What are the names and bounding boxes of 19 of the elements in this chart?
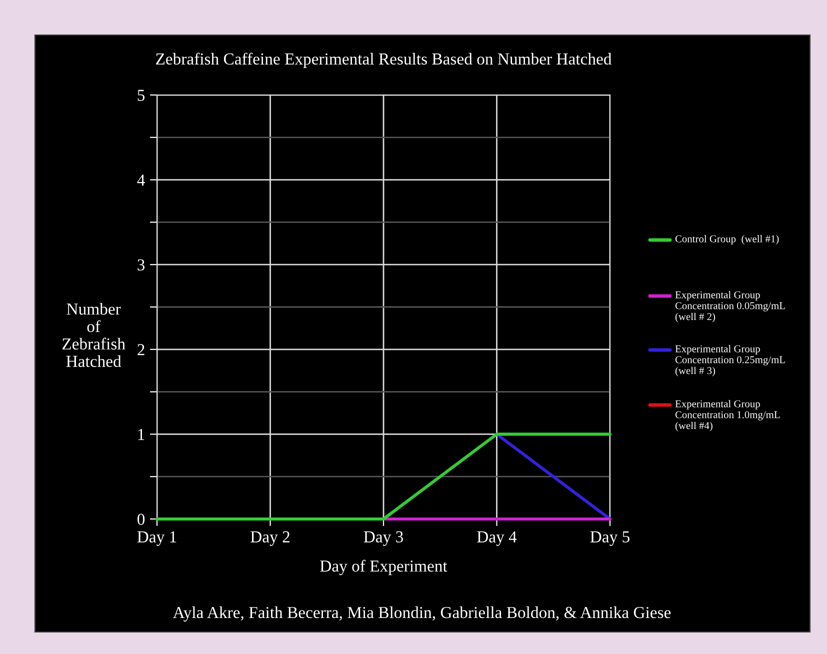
text: Ayla Akre, Faith Becerra, Mia Blondin, Gabriella Boldon, & Annika Giese (172, 606, 671, 622)
y-tick-label: 3 (138, 259, 145, 271)
y-axis-title: Number of Zebrafish Hatched (62, 302, 126, 367)
y-tick-label: 0 (137, 514, 145, 525)
x-tick-label: Day 5 (590, 531, 630, 546)
x-tick-label: Day 3 (364, 531, 403, 546)
y-tick-label: 5 (138, 90, 145, 101)
x-tick-label: Day 2 (250, 531, 290, 546)
x-tick-label: Day 4 (477, 531, 517, 546)
y-tick-label: 1 (138, 428, 144, 440)
legend-label: Experimental Group Concentration 0.25mg/mL (well # 3) (675, 345, 785, 376)
x-tick-label: Day 1 (137, 531, 176, 546)
y-tick-label: 2 (138, 344, 144, 356)
legend-label: Experimental Group Concentration 0.05mg/mL (well # 2) (675, 291, 785, 322)
legend-label: Control Group (well #1) (675, 235, 779, 244)
y-tick-label: 4 (137, 174, 145, 186)
x-axis-title: Day of Experiment (320, 560, 448, 576)
legend-label: Experimental Group Concentration 1.0mg/mL (well #4) (675, 400, 780, 432)
chart-title: Zebrafish Caffeine Experimental Results Based on Number Hatched (156, 52, 612, 68)
